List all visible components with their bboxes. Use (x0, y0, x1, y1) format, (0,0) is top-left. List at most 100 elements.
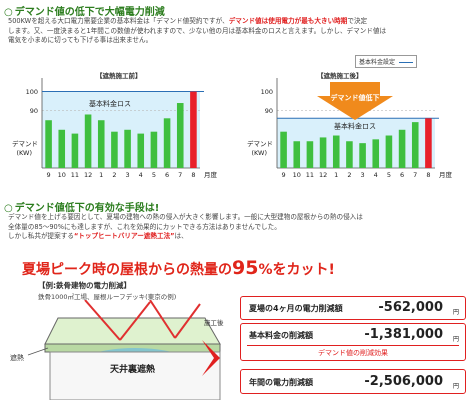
y-axis-label: デマンド (247, 139, 273, 148)
chart-after: 【遮熱施工後】 9 10 11 12 1 2 3 4 5 6 7 8 100 90 デマンド (KW) 月度 基本… (235, 68, 471, 193)
result-summer-label: 夏場の4ヶ月の電力削減額 (249, 304, 343, 313)
body-text: 電気を小まめに切っても下げる事は出来ません。 (8, 36, 153, 44)
bar (71, 133, 79, 168)
sun-ray (174, 303, 201, 339)
x-tick-label: 3 (361, 171, 365, 179)
result-summer-unit: 円 (452, 309, 459, 316)
y-axis-unit: (KW) (251, 149, 267, 157)
y-axis-label: デマンド (12, 139, 38, 148)
bar (346, 141, 353, 168)
result-annual-unit: 円 (452, 383, 459, 390)
chart-after-svg: 9 10 11 12 1 2 3 4 5 6 7 810090デマンド(KW)月度基本料金ロスデマンド… (247, 78, 453, 179)
result-summer-box: 夏場の4ヶ月の電力削減額 -562,000 円 (240, 296, 466, 320)
bar (293, 141, 301, 168)
loss-area (42, 91, 200, 168)
down-arrow-icon (317, 82, 393, 120)
sun-ray (149, 300, 176, 339)
x-tick-label: 3 (126, 171, 130, 179)
result-basic-note: デマンド値の削減効果 (318, 349, 388, 357)
y-tick-label: 100 (26, 88, 38, 96)
section2-body: デマンド値を上げる要因として、夏場の建物への熱の侵入が大きく影響します。一般に大… (8, 213, 466, 242)
x-tick-label: 7 (178, 171, 182, 179)
y-axis-unit: (KW) (16, 149, 32, 157)
bullet-circle-icon: ○ (4, 7, 13, 18)
result-annual-label: 年間の電力削減額 (249, 378, 313, 387)
bar (176, 103, 184, 168)
body-line: しかし私共が提案する“トップヒートバリアー遮熱工法”は、 (8, 232, 466, 242)
loss-label: 基本料金ロス (334, 121, 376, 130)
bar (97, 120, 105, 168)
x-tick-label: 2 (347, 171, 351, 179)
x-tick-label: 5 (387, 171, 391, 179)
highlight-text: デマンド値は使用電力が最も大きい時期 (228, 17, 348, 25)
roof-shape (44, 317, 221, 345)
legend-label: 基本料金設定 (359, 59, 396, 66)
body-text: しかし私共が提案する (8, 232, 74, 240)
chart-legend: 基本料金設定 (355, 55, 418, 68)
bar (84, 114, 92, 168)
section1-body: 500KWを超える大口電力需要企業の基本料金は「デマンド値契約ですが、デマンド値… (8, 17, 466, 46)
bar (332, 135, 340, 168)
after-label: 施工後 (204, 318, 224, 327)
body-text: します。又、一度決まると1年間この数値が使われますので、少ない他の月は基本料金の… (8, 26, 387, 35)
x-tick-label: 1 (99, 171, 103, 179)
x-tick-label: 2 (112, 171, 116, 179)
example-title: 【例:鉄骨建物の電力削減】 (38, 281, 131, 290)
result-basic-box: 基本料金の削減額 -1,381,000 円 デマンド値の削減効果 (240, 323, 466, 361)
result-annual-value: -2,506,000 (364, 374, 443, 389)
bar (385, 135, 393, 168)
chart-after-title: 【遮熱施工後】 (317, 72, 363, 80)
headline-post: %をカット! (258, 262, 335, 278)
ceiling-label: 天井裏遮熱 (110, 363, 155, 375)
bar (163, 118, 171, 168)
bar (425, 118, 432, 168)
x-tick-label: 6 (165, 171, 169, 179)
result-basic-label: 基本料金の削減額 (249, 331, 313, 340)
bar (359, 143, 366, 168)
chart-before: 【遮熱施工前】 9 10 11 12 1 2 3 4 5 6 7 8 100 90 デマンド (KW) 月度 基本… (0, 68, 230, 193)
bar (150, 131, 158, 168)
example-subtitle: 鉄骨1000㎡工場、屋根ルーフデッキ(東京の例) (38, 293, 177, 301)
y-tick-label: 90 (265, 107, 273, 115)
result-summer-value: -562,000 (378, 300, 443, 315)
x-tick-label: 6 (400, 171, 404, 179)
body-text: 全体量の85～90%にも達しますが、これを効果的にカットできる方法はありませんで… (8, 222, 281, 231)
x-tick-label: 4 (139, 171, 143, 179)
x-tick-label: 4 (374, 171, 378, 179)
bar (398, 129, 406, 168)
result-annual-box: 年間の電力削減額 -2,506,000 円 (240, 369, 466, 394)
y-tick-label: 90 (30, 107, 38, 115)
x-axis-unit: 月度 (204, 170, 218, 179)
headline-number: 95 (232, 257, 259, 279)
sun-ray (84, 300, 121, 341)
body-line: 全体量の85～90%にも達しますが、これを効果的にカットできる方法はありませんで… (8, 223, 466, 233)
x-tick-label: 1 (334, 171, 338, 179)
bullet-circle-icon: ○ (4, 203, 13, 214)
x-axis-unit: 月度 (439, 170, 453, 179)
bar (45, 120, 52, 168)
body-text: デマンド値を上げる要因として、夏場の建物への熱の侵入が大きく影響します。一般に大… (8, 213, 363, 221)
bar (124, 129, 131, 168)
headline: 夏場ピーク時の屋根からの熱量の95%をカット! (22, 257, 335, 279)
bar (319, 137, 327, 168)
result-basic-divider (247, 345, 459, 346)
body-line: 電気を小まめに切っても下げる事は出来ません。 (8, 36, 466, 46)
bar (372, 139, 380, 168)
chart-before-title: 【遮熱施工前】 (96, 72, 142, 80)
x-tick-label: 8 (191, 171, 195, 179)
building-wall (49, 351, 221, 400)
x-tick-label: 11 (71, 171, 79, 179)
result-basic-unit: 円 (452, 336, 459, 343)
x-tick-label: 5 (152, 171, 156, 179)
highlight-text: “トップヒートバリアー遮熱工法” (73, 232, 175, 240)
x-tick-label: 10 (58, 171, 66, 179)
bar (190, 91, 197, 168)
x-tick-label: 12 (84, 171, 92, 179)
x-tick-label: 10 (293, 171, 301, 179)
sun-ray (119, 301, 151, 341)
result-basic-value: -1,381,000 (364, 327, 443, 342)
bar (411, 122, 419, 168)
shield-label: 遮熱 (10, 353, 24, 362)
roof-illustration: 遮熱 天井裏遮熱 施工後 (10, 300, 224, 400)
